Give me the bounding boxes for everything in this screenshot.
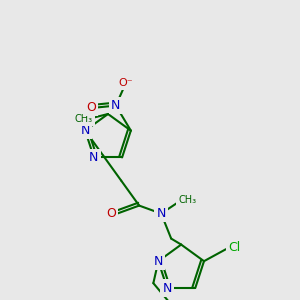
Text: O: O xyxy=(86,101,96,114)
Text: N: N xyxy=(80,124,90,137)
Text: CH₃: CH₃ xyxy=(178,195,196,205)
Text: N: N xyxy=(162,281,172,295)
Text: Cl: Cl xyxy=(228,241,240,254)
Text: N: N xyxy=(154,255,163,268)
Text: N: N xyxy=(157,207,166,220)
Text: O: O xyxy=(106,207,116,220)
Text: N: N xyxy=(111,99,121,112)
Text: N: N xyxy=(89,151,99,164)
Text: CH₃: CH₃ xyxy=(75,114,93,124)
Text: O⁻: O⁻ xyxy=(118,78,133,88)
